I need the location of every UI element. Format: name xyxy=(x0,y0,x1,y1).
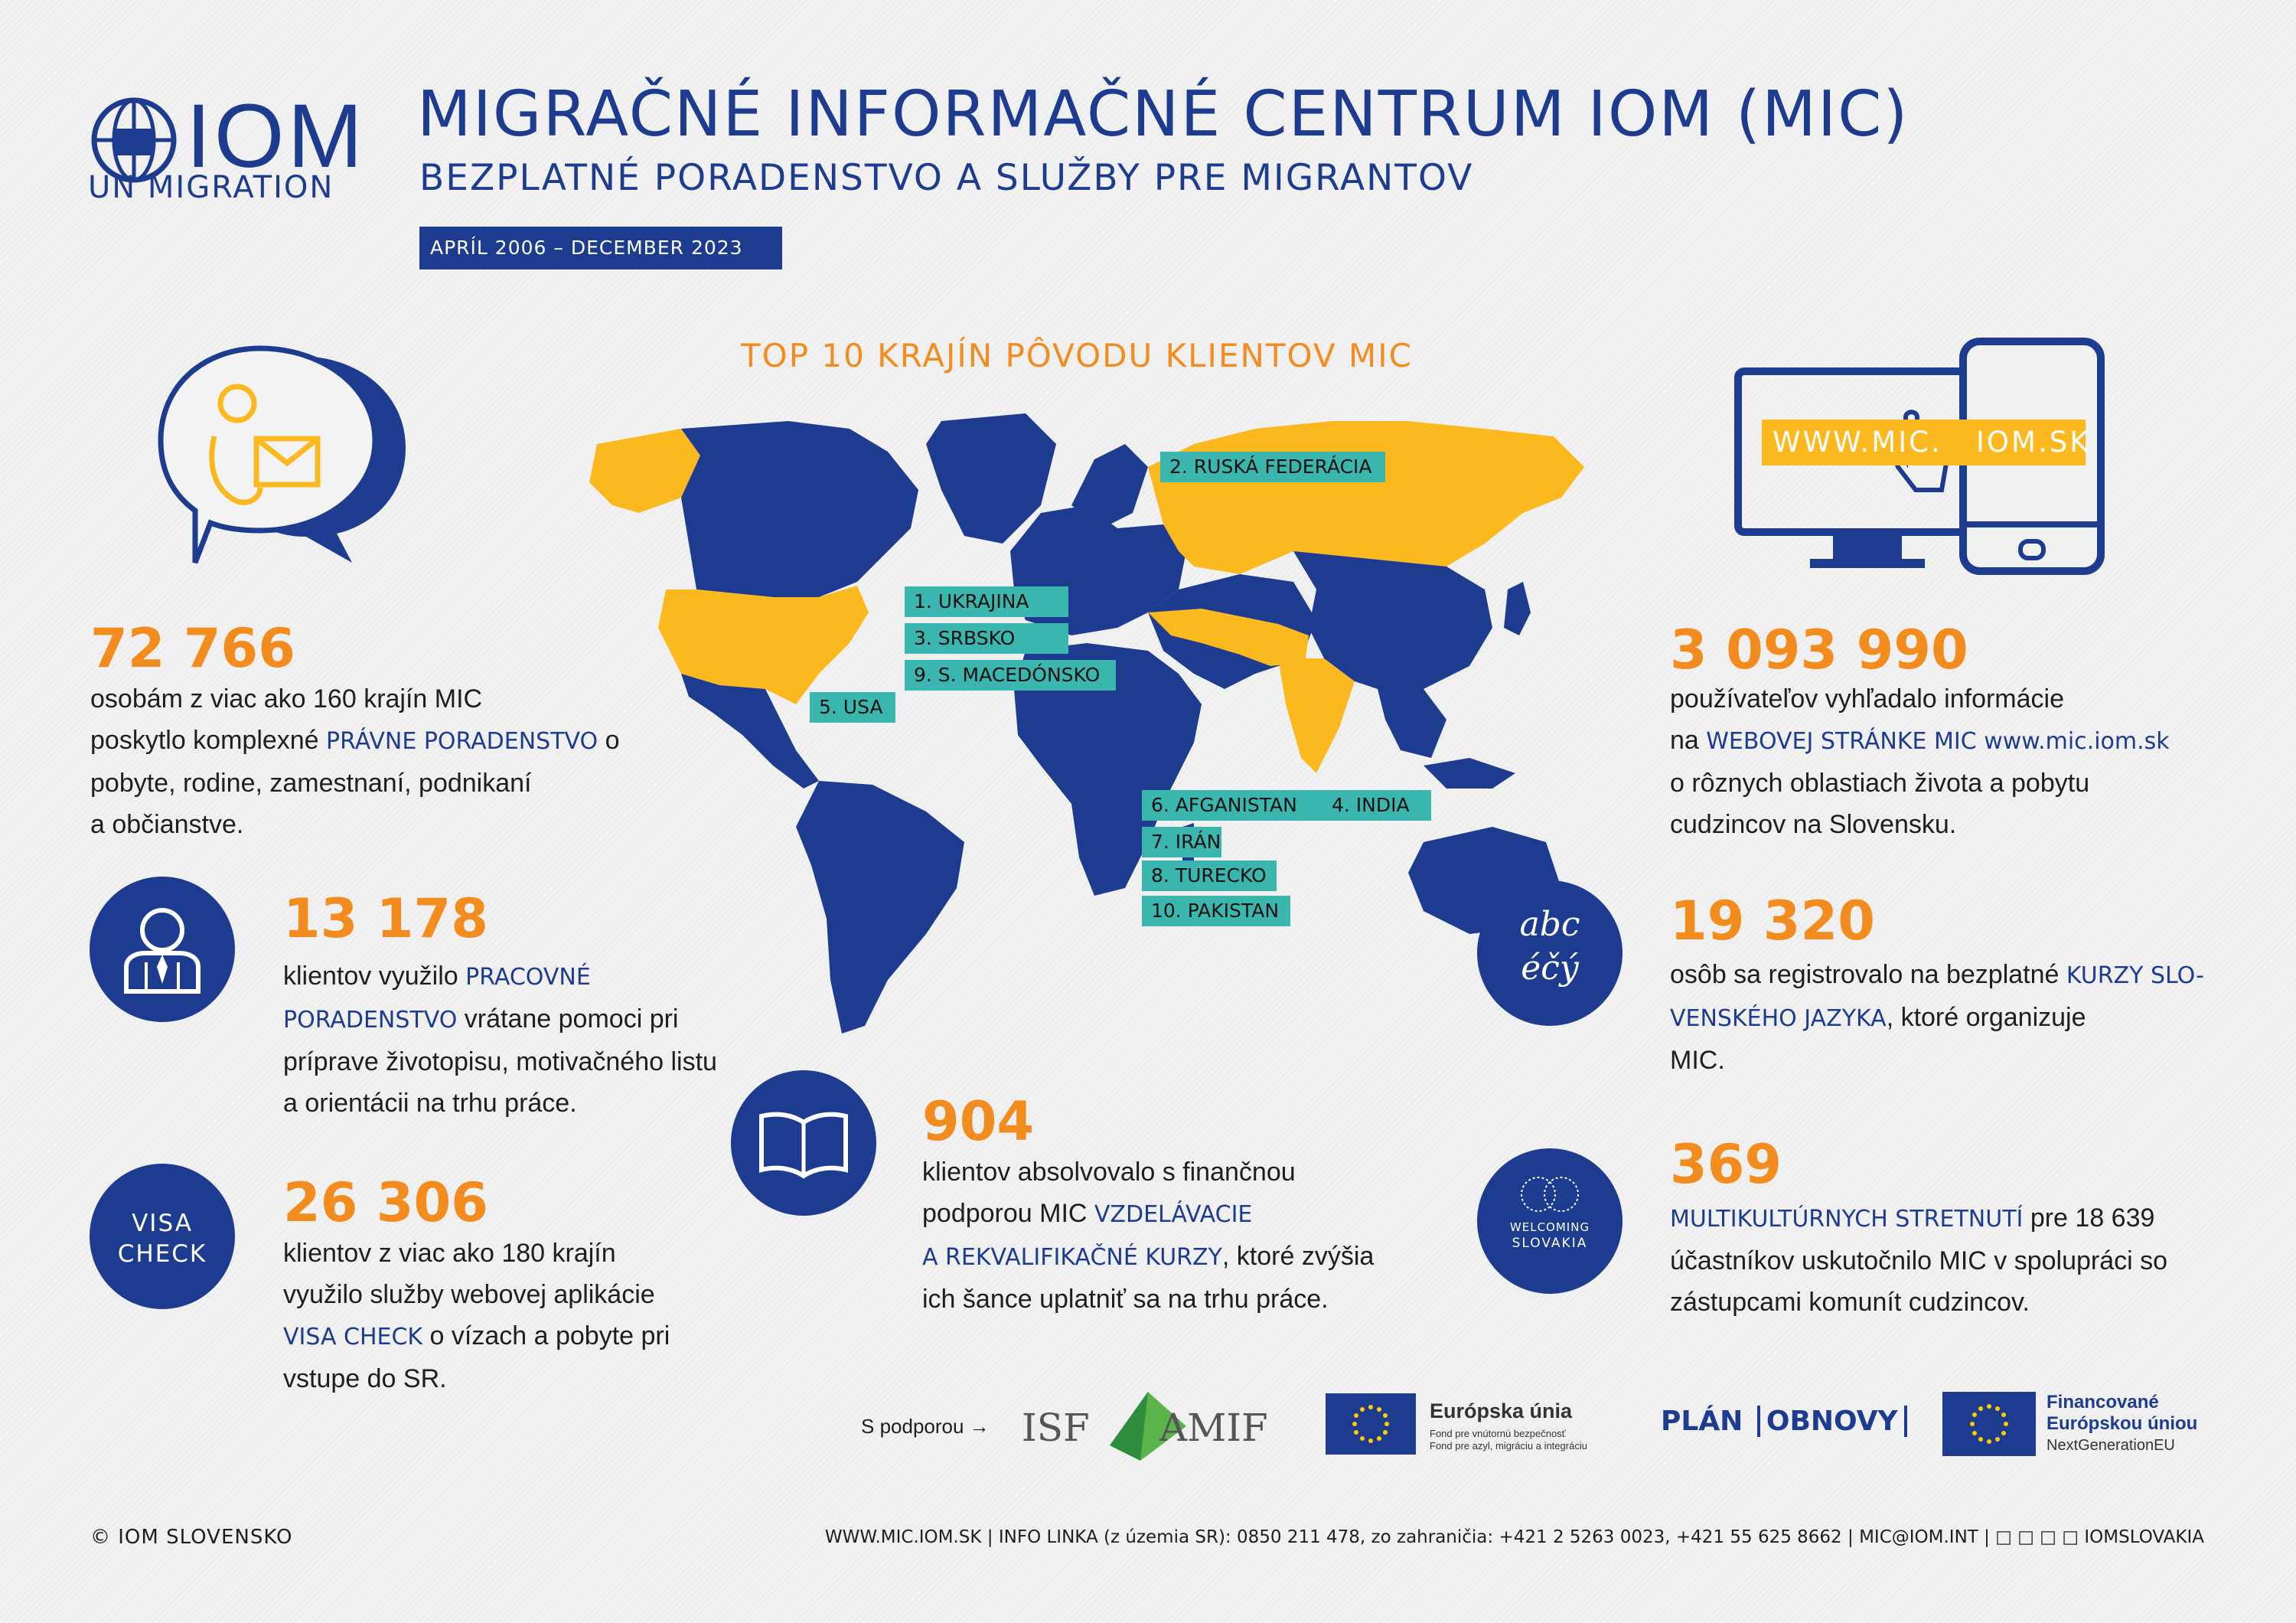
iom-globe-icon xyxy=(91,97,177,183)
iom-logo: IOM UN MIGRATION xyxy=(88,86,379,205)
meetings-line-3: zástupcami komunít cudzincov. xyxy=(1670,1288,2030,1317)
web-line-1: používateľov vyhľadalo informácie xyxy=(1670,684,2064,714)
work-line-2: PORADENSTVO vrátane pomoci pri xyxy=(283,1004,679,1034)
map-label-turkey: 8. TURECKO xyxy=(1142,860,1277,891)
footer-copyright: © IOM SLOVENSKO xyxy=(90,1526,293,1549)
visa-stat-number: 26 306 xyxy=(283,1171,488,1234)
language-line-3: MIC. xyxy=(1670,1046,1725,1075)
work-highlight-2: PORADENSTVO xyxy=(283,1007,458,1034)
language-course-icon: abc éčý xyxy=(1477,880,1623,1026)
visa-check-icon: VISA CHECK xyxy=(90,1164,235,1309)
map-label-ukraine: 1. UKRAJINA xyxy=(905,586,1068,617)
eu-flag-icon xyxy=(1326,1393,1416,1455)
courses-line-1: klientov absolvovalo s finančnou xyxy=(922,1158,1296,1187)
courses-line-3: A REKVALIFIKAČNÉ KURZY, ktoré zvýšia xyxy=(922,1242,1375,1271)
obnovy-text: OBNOVY xyxy=(1756,1406,1907,1437)
iom-logo-text: IOM xyxy=(186,86,366,187)
work-stat-number: 13 178 xyxy=(283,887,488,950)
work-highlight-1: PRACOVNÉ xyxy=(465,964,591,991)
ngeu-line-3: NextGenerationEU xyxy=(2047,1437,2175,1454)
visa-stat-text: klientov z viac ako 180 krajín využilo s… xyxy=(283,1233,781,1399)
work-advice-icon xyxy=(90,877,235,1022)
book-icon xyxy=(731,1070,876,1216)
eu-flag-icon-2 xyxy=(1942,1392,2036,1456)
plan-text: PLÁN xyxy=(1661,1406,1743,1437)
world-map xyxy=(589,413,1592,1034)
eu-title: Európska únia xyxy=(1430,1399,1573,1422)
courses-stat-text: klientov absolvovalo s finančnou podporo… xyxy=(922,1151,1458,1320)
footer-contact[interactable]: WWW.MIC.IOM.SK | INFO LINKA (z územia SR… xyxy=(824,1527,2204,1547)
courses-highlight-2: A REKVALIFIKAČNÉ KURZY xyxy=(922,1244,1222,1271)
legal-line-2: poskytlo komplexné PRÁVNE PORADENSTVO o xyxy=(90,726,620,755)
eu-fund-2: Fond pre azyl, migráciu a integráciu xyxy=(1430,1440,1587,1452)
visa-line-3: VISA CHECK o vízach a pobyte pri xyxy=(283,1321,670,1350)
visa-line-1: klientov z viac ako 180 krajín xyxy=(283,1239,616,1268)
legal-line-1: osobám z viac ako 160 krajín MIC xyxy=(90,684,483,714)
visa-line-2: využilo služby webovej aplikácie xyxy=(283,1280,655,1309)
legal-stat-number: 72 766 xyxy=(90,617,295,680)
map-label-serbia: 3. SRBSKO xyxy=(905,623,1068,654)
map-label-usa: 5. USA xyxy=(810,692,895,723)
language-line-2: VENSKÉHO JAZYKA, ktoré organizuje xyxy=(1670,1003,2086,1032)
work-stat-text: klientov využilo PRACOVNÉ PORADENSTVO vr… xyxy=(283,955,781,1124)
web-line-3: o rôznych oblastiach života a pobytu xyxy=(1670,769,2090,798)
map-title: TOP 10 KRAJÍN PÔVODU KLIENTOV MIC xyxy=(741,337,1413,374)
map-label-afghanistan: 6. AFGANISTAN xyxy=(1142,790,1332,821)
sponsors-intro: S podporou → xyxy=(861,1415,990,1438)
meetings-line-1: MULTIKULTÚRNYCH STRETNUTÍ pre 18 639 xyxy=(1670,1203,2155,1233)
language-stat-number: 19 320 xyxy=(1670,890,1875,952)
courses-line-4: ich šance uplatniť sa na trhu práce. xyxy=(922,1285,1329,1314)
map-label-pakistan: 10. PAKISTAN xyxy=(1142,896,1290,926)
legal-stat-text: osobám z viac ako 160 krajín MIC poskytl… xyxy=(90,678,641,845)
language-highlight-1: KURZY SLO- xyxy=(2066,962,2204,989)
courses-highlight-1: VZDELÁVACIE xyxy=(1094,1201,1253,1228)
web-devices-icon: WWW.MIC. IOM.SK xyxy=(1733,337,2116,582)
work-line-4: a orientácii na trhu práce. xyxy=(283,1089,577,1118)
eu-fund-1: Fond pre vnútornú bezpečnosť xyxy=(1430,1428,1566,1439)
work-line-3: príprave životopisu, motivačného listu xyxy=(283,1047,717,1076)
work-line-1: klientov využilo PRACOVNÉ xyxy=(283,962,591,991)
web-url-banner: WWW.MIC. IOM.SK xyxy=(1762,420,2088,465)
map-label-russia: 2. RUSKÁ FEDERÁCIA xyxy=(1160,452,1385,482)
visa-line-4: vstupe do SR. xyxy=(283,1364,447,1393)
meetings-highlight: MULTIKULTÚRNYCH STRETNUTÍ xyxy=(1670,1206,2024,1233)
web-line-2: na WEBOVEJ STRÁNKE MIC www.mic.iom.sk xyxy=(1670,726,2170,755)
eu-funds-logo: Európska únia Fond pre vnútornú bezpečno… xyxy=(1326,1393,1647,1455)
web-stat-number: 3 093 990 xyxy=(1670,619,1968,681)
visa-highlight: VISA CHECK xyxy=(283,1324,423,1350)
date-badge: APRÍL 2006 – DECEMBER 2023 xyxy=(419,227,782,269)
legal-line-3: pobyte, rodine, zamestnaní, podnikaní xyxy=(90,769,532,798)
amif-text: AMIF xyxy=(1159,1406,1268,1450)
isf-amif-logo: ISF AMIF xyxy=(1022,1384,1282,1468)
meetings-stat-number: 369 xyxy=(1670,1133,1782,1196)
iom-logo-sub: UN MIGRATION xyxy=(88,170,334,205)
ngeu-line-2: Európskou úniou xyxy=(2047,1413,2198,1434)
welcoming-slovakia-icon: WELCOMING SLOVAKIA xyxy=(1477,1148,1623,1294)
legal-line-4: a občianstve. xyxy=(90,810,244,839)
language-line-1: osôb sa registrovalo na bezplatné KURZY … xyxy=(1670,960,2204,989)
web-stat-text: používateľov vyhľadalo informácie na WEB… xyxy=(1670,678,2221,845)
language-stat-text: osôb sa registrovalo na bezplatné KURZY … xyxy=(1670,954,2221,1081)
map-label-india: 4. INDIA xyxy=(1322,790,1431,821)
web-highlight: WEBOVEJ STRÁNKE MIC www.mic.iom.sk xyxy=(1706,728,2170,755)
plan-obnovy-logo: PLÁN OBNOVY xyxy=(1661,1406,1907,1444)
map-label-macedonia: 9. S. MACEDÓNSKO xyxy=(905,660,1116,691)
web-line-4: cudzincov na Slovensku. xyxy=(1670,810,1957,839)
next-generation-eu-logo: Financované Európskou úniou NextGenerati… xyxy=(1942,1392,2233,1456)
meetings-stat-text: MULTIKULTÚRNYCH STRETNUTÍ pre 18 639 úča… xyxy=(1670,1197,2221,1323)
courses-stat-number: 904 xyxy=(922,1090,1035,1153)
legal-advice-icon xyxy=(153,341,459,570)
isf-text: ISF xyxy=(1022,1406,1090,1450)
ngeu-line-1: Financované xyxy=(2047,1392,2159,1412)
courses-line-2: podporou MIC VZDELÁVACIE xyxy=(922,1199,1253,1228)
legal-highlight: PRÁVNE PORADENSTVO xyxy=(326,728,598,755)
language-highlight-2: VENSKÉHO JAZYKA xyxy=(1670,1005,1887,1032)
meetings-line-2: účastníkov uskutočnilo MIC v spolupráci … xyxy=(1670,1246,2168,1275)
page-subtitle: BEZPLATNÉ PORADENSTVO A SLUŽBY PRE MIGRA… xyxy=(419,157,1474,199)
map-label-iran: 7. IRÁN xyxy=(1142,827,1221,857)
page-title: MIGRAČNÉ INFORMAČNÉ CENTRUM IOM (MIC) xyxy=(417,78,1910,151)
